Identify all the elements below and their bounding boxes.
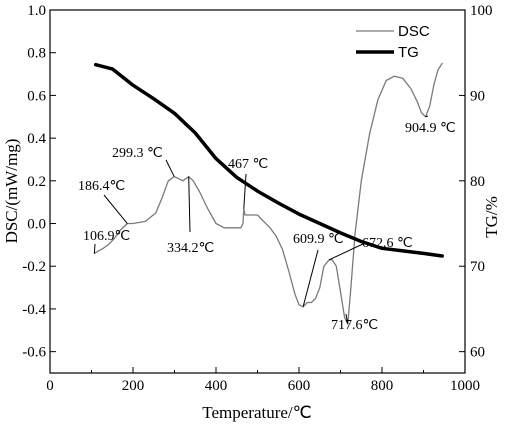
annotation-leader: [302, 249, 319, 307]
x-tick-label: 400: [205, 378, 228, 394]
y-left-tick-label: 0.8: [27, 46, 46, 62]
annotation-label: 717.6℃: [331, 318, 378, 333]
series-line-tg: [93, 62, 444, 258]
annotation-leader: [165, 159, 175, 177]
y-left-tick-label: 0.6: [27, 88, 46, 104]
y-right-tick-label: 70: [470, 259, 485, 275]
y-right-tick-label: 100: [470, 3, 493, 19]
annotation-label: 609.9 ℃: [293, 232, 344, 247]
tick-labels: 0 200 400 600 800 1000 1.0 0.8 0.6 0.4 0.2 0.0 -0.2 -…: [22, 3, 492, 394]
annotation-leader: [188, 176, 191, 233]
y-left-tick-label: 1.0: [27, 3, 46, 19]
annotation-leader: [93, 243, 96, 254]
annotation-label: 904.9 ℃: [405, 121, 456, 136]
y-left-tick-label: 0.4: [27, 131, 46, 147]
annotation-leader: [103, 194, 128, 224]
legend: DSC TG: [356, 23, 430, 61]
annotations: 106.9℃ 186.4℃ 299.3 ℃ 334.2℃ 467 ℃ 609.9 ℃ 672…: [78, 115, 456, 333]
annotation-label: 106.9℃: [83, 229, 130, 244]
annotation-label: 467 ℃: [228, 157, 268, 172]
y-axis-left-title: DSC/(mW/mg): [2, 139, 21, 244]
x-tick-label: 1000: [450, 378, 480, 394]
y-left-tick-label: -0.4: [22, 302, 46, 318]
y-axis-right-title: TG/%: [482, 196, 501, 238]
y-left-tick-label: -0.6: [22, 345, 46, 361]
x-tick-label: 0: [46, 378, 54, 394]
annotation-label: 299.3 ℃: [112, 146, 163, 161]
series-layer: [93, 62, 444, 325]
x-axis-title: Temperature/℃: [202, 403, 311, 422]
annotation-leader: [425, 115, 429, 118]
annotation-leader: [345, 313, 349, 324]
annotation-leader: [243, 173, 247, 209]
legend-dsc-label: DSC: [398, 23, 430, 40]
series-line-dsc: [93, 62, 443, 325]
axis-ticks: [49, 9, 466, 373]
y-right-tick-label: 90: [470, 88, 485, 104]
x-tick-label: 200: [122, 378, 145, 394]
y-left-tick-label: 0.0: [27, 217, 46, 233]
y-right-tick-label: 80: [470, 174, 485, 190]
y-left-tick-label: 0.2: [27, 174, 46, 190]
annotation-label: 672.6 ℃: [362, 236, 413, 251]
annotation-label: 334.2℃: [167, 241, 214, 256]
annotation-label: 186.4℃: [78, 179, 125, 194]
x-tick-label: 800: [371, 378, 394, 394]
legend-tg-label: TG: [398, 44, 419, 61]
x-tick-label: 600: [288, 378, 311, 394]
y-right-tick-label: 60: [470, 345, 485, 361]
annotation-leader: [328, 242, 366, 261]
y-left-tick-label: -0.2: [22, 259, 46, 275]
